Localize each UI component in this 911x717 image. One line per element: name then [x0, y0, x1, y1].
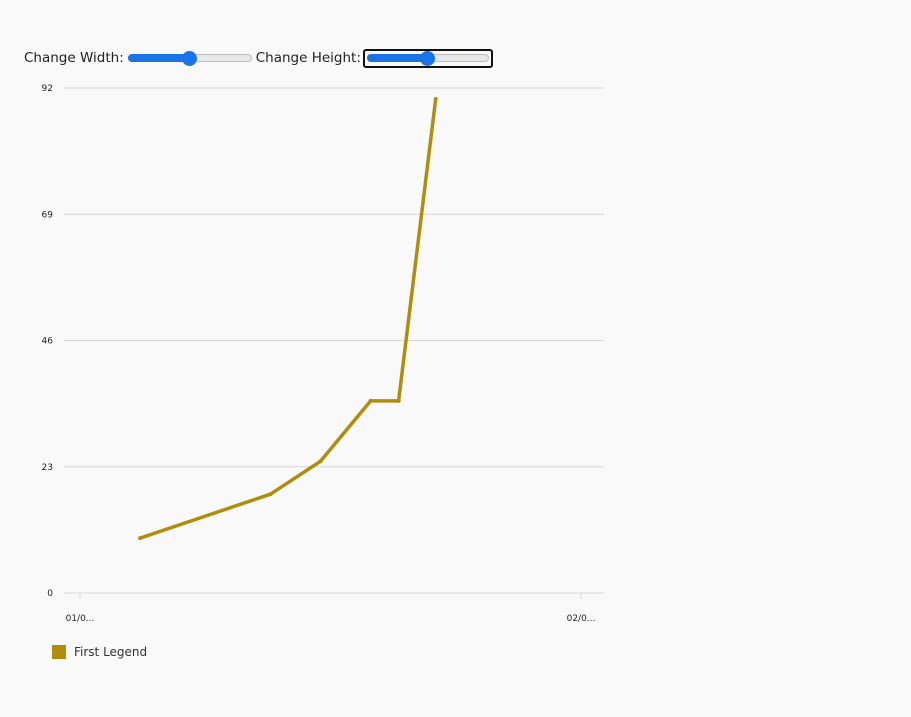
chart-legend: First Legend [52, 645, 147, 659]
width-slider-thumb[interactable] [182, 50, 198, 66]
x-tick-label: 02/0... [567, 614, 596, 624]
height-slider[interactable] [362, 48, 493, 68]
series-line-first [138, 97, 438, 540]
height-slider-thumb[interactable] [420, 50, 436, 66]
chart-size-controls: Change Width: Change Height: [24, 48, 495, 68]
width-slider-fill [127, 54, 190, 62]
width-slider-label: Change Width: [24, 50, 124, 66]
y-tick-label: 69 [42, 210, 54, 220]
data-point [368, 398, 373, 403]
y-tick-label: 92 [42, 84, 53, 94]
data-point [138, 536, 143, 541]
data-point [318, 459, 323, 464]
y-tick-label: 23 [42, 463, 53, 473]
height-slider-fill [366, 54, 428, 62]
data-point [396, 398, 401, 403]
x-tick-label: 01/0... [66, 614, 95, 624]
height-slider-label: Change Height: [255, 50, 361, 66]
y-tick-label: 46 [42, 337, 54, 347]
y-tick-label: 0 [47, 589, 53, 599]
data-point [433, 96, 438, 101]
width-slider[interactable] [126, 48, 254, 68]
legend-swatch-first [52, 645, 66, 659]
legend-label-first: First Legend [74, 645, 148, 659]
data-point [268, 492, 273, 497]
